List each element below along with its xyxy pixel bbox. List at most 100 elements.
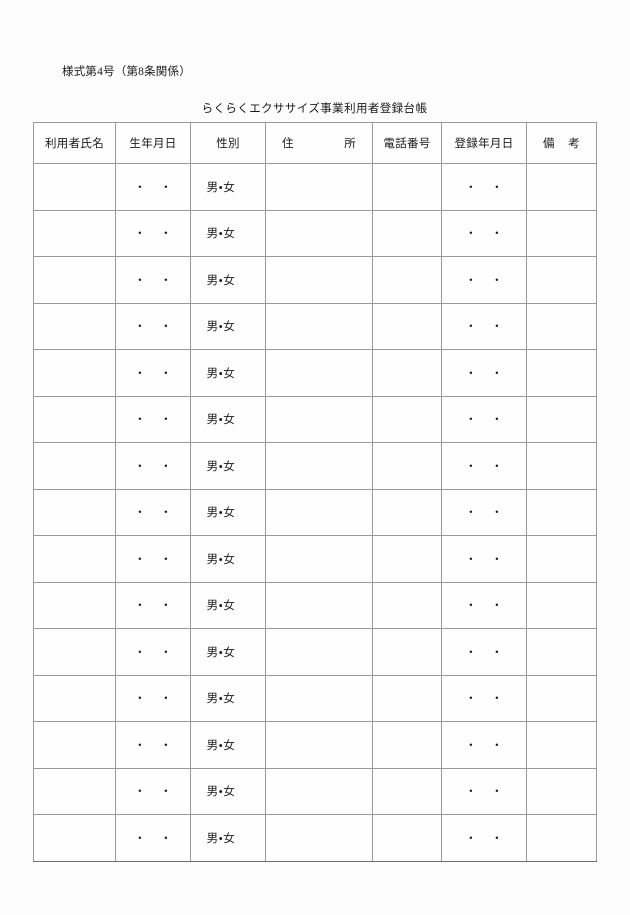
- cell-reg[interactable]: ・・: [441, 628, 527, 676]
- cell-name[interactable]: [33, 674, 116, 722]
- cell-tel[interactable]: [372, 767, 442, 815]
- blank-entry-field[interactable]: [527, 186, 596, 187]
- cell-note[interactable]: [526, 395, 597, 443]
- cell-note[interactable]: [526, 767, 597, 815]
- blank-entry-field[interactable]: [266, 512, 372, 513]
- cell-sex[interactable]: 男・女: [190, 395, 266, 443]
- gender-options[interactable]: 男・女: [206, 600, 236, 613]
- cell-addr[interactable]: [265, 349, 373, 397]
- blank-entry-field[interactable]: [34, 465, 115, 466]
- cell-name[interactable]: [33, 581, 116, 629]
- cell-note[interactable]: [526, 163, 597, 211]
- cell-tel[interactable]: [372, 163, 442, 211]
- cell-reg[interactable]: ・・: [441, 349, 527, 397]
- cell-birth[interactable]: ・・: [115, 209, 191, 257]
- cell-tel[interactable]: [372, 814, 442, 862]
- cell-birth[interactable]: ・・: [115, 349, 191, 397]
- cell-reg[interactable]: ・・: [441, 302, 527, 350]
- blank-entry-field[interactable]: [373, 465, 441, 466]
- blank-entry-field[interactable]: [266, 186, 372, 187]
- blank-entry-field[interactable]: [34, 419, 115, 420]
- blank-entry-field[interactable]: [34, 651, 115, 652]
- cell-name[interactable]: [33, 163, 116, 211]
- cell-tel[interactable]: [372, 581, 442, 629]
- gender-options[interactable]: 男・女: [206, 460, 236, 473]
- cell-reg[interactable]: ・・: [441, 442, 527, 490]
- blank-entry-field[interactable]: [34, 605, 115, 606]
- cell-sex[interactable]: 男・女: [190, 163, 266, 211]
- cell-note[interactable]: [526, 721, 597, 769]
- blank-entry-field[interactable]: [34, 698, 115, 699]
- blank-entry-field[interactable]: [373, 837, 441, 838]
- cell-addr[interactable]: [265, 721, 373, 769]
- cell-reg[interactable]: ・・: [441, 674, 527, 722]
- cell-note[interactable]: [526, 535, 597, 583]
- cell-tel[interactable]: [372, 209, 442, 257]
- blank-entry-field[interactable]: [266, 698, 372, 699]
- cell-sex[interactable]: 男・女: [190, 488, 266, 536]
- cell-tel[interactable]: [372, 302, 442, 350]
- cell-sex[interactable]: 男・女: [190, 721, 266, 769]
- blank-entry-field[interactable]: [266, 605, 372, 606]
- gender-options[interactable]: 男・女: [206, 274, 236, 287]
- cell-name[interactable]: [33, 395, 116, 443]
- gender-options[interactable]: 男・女: [206, 739, 236, 752]
- cell-reg[interactable]: ・・: [441, 721, 527, 769]
- gender-options[interactable]: 男・女: [206, 507, 236, 520]
- blank-entry-field[interactable]: [34, 372, 115, 373]
- blank-entry-field[interactable]: [266, 837, 372, 838]
- cell-birth[interactable]: ・・: [115, 302, 191, 350]
- blank-entry-field[interactable]: [373, 372, 441, 373]
- blank-entry-field[interactable]: [373, 558, 441, 559]
- gender-options[interactable]: 男・女: [206, 832, 236, 845]
- blank-entry-field[interactable]: [527, 465, 596, 466]
- cell-note[interactable]: [526, 349, 597, 397]
- blank-entry-field[interactable]: [373, 605, 441, 606]
- cell-birth[interactable]: ・・: [115, 674, 191, 722]
- cell-reg[interactable]: ・・: [441, 814, 527, 862]
- blank-entry-field[interactable]: [34, 186, 115, 187]
- cell-addr[interactable]: [265, 163, 373, 211]
- cell-reg[interactable]: ・・: [441, 163, 527, 211]
- blank-entry-field[interactable]: [266, 372, 372, 373]
- blank-entry-field[interactable]: [527, 698, 596, 699]
- cell-tel[interactable]: [372, 395, 442, 443]
- blank-entry-field[interactable]: [266, 233, 372, 234]
- blank-entry-field[interactable]: [527, 605, 596, 606]
- blank-entry-field[interactable]: [34, 233, 115, 234]
- cell-name[interactable]: [33, 535, 116, 583]
- blank-entry-field[interactable]: [373, 326, 441, 327]
- gender-options[interactable]: 男・女: [206, 693, 236, 706]
- cell-name[interactable]: [33, 256, 116, 304]
- blank-entry-field[interactable]: [34, 837, 115, 838]
- blank-entry-field[interactable]: [34, 326, 115, 327]
- cell-note[interactable]: [526, 628, 597, 676]
- cell-note[interactable]: [526, 209, 597, 257]
- gender-options[interactable]: 男・女: [206, 646, 236, 659]
- cell-sex[interactable]: 男・女: [190, 256, 266, 304]
- blank-entry-field[interactable]: [266, 651, 372, 652]
- blank-entry-field[interactable]: [373, 233, 441, 234]
- cell-name[interactable]: [33, 302, 116, 350]
- gender-options[interactable]: 男・女: [206, 414, 236, 427]
- blank-entry-field[interactable]: [527, 791, 596, 792]
- cell-name[interactable]: [33, 814, 116, 862]
- cell-sex[interactable]: 男・女: [190, 674, 266, 722]
- blank-entry-field[interactable]: [527, 744, 596, 745]
- cell-name[interactable]: [33, 767, 116, 815]
- cell-birth[interactable]: ・・: [115, 395, 191, 443]
- cell-note[interactable]: [526, 256, 597, 304]
- blank-entry-field[interactable]: [34, 791, 115, 792]
- cell-addr[interactable]: [265, 302, 373, 350]
- blank-entry-field[interactable]: [34, 512, 115, 513]
- cell-addr[interactable]: [265, 488, 373, 536]
- cell-tel[interactable]: [372, 256, 442, 304]
- blank-entry-field[interactable]: [266, 279, 372, 280]
- cell-addr[interactable]: [265, 674, 373, 722]
- blank-entry-field[interactable]: [34, 744, 115, 745]
- blank-entry-field[interactable]: [266, 465, 372, 466]
- gender-options[interactable]: 男・女: [206, 321, 236, 334]
- cell-tel[interactable]: [372, 442, 442, 490]
- cell-addr[interactable]: [265, 581, 373, 629]
- cell-addr[interactable]: [265, 256, 373, 304]
